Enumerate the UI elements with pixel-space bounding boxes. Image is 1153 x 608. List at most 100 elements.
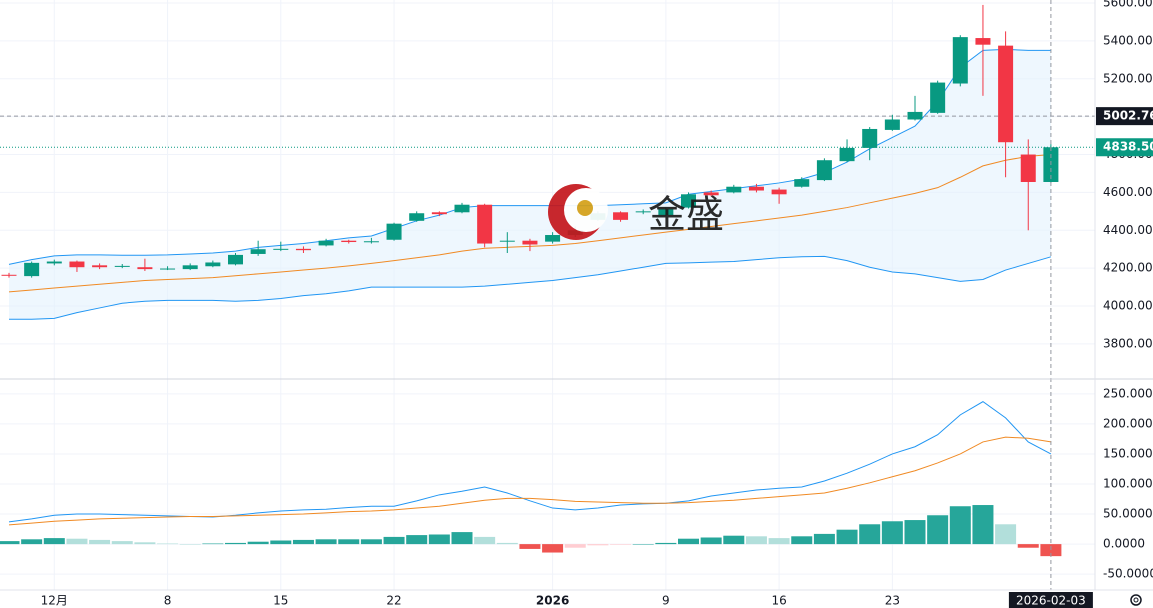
macd-histogram-bar bbox=[610, 544, 632, 545]
macd-histogram-bar bbox=[859, 524, 881, 545]
y-tick-label: 100.000 bbox=[1103, 477, 1153, 491]
macd-histogram-bar bbox=[179, 544, 201, 545]
candle-body bbox=[114, 265, 130, 267]
macd-histogram-bar bbox=[43, 538, 65, 545]
y-tick-label: 4600.00 bbox=[1103, 185, 1153, 199]
candle-body bbox=[228, 254, 243, 265]
candle-body bbox=[681, 194, 696, 208]
macd-histogram-bar bbox=[655, 542, 677, 545]
macd-histogram-bar bbox=[225, 542, 246, 545]
macd-histogram-bar bbox=[723, 535, 745, 545]
macd-histogram-bar bbox=[292, 539, 314, 545]
macd-histogram-bar bbox=[157, 543, 179, 545]
candle-body bbox=[839, 147, 855, 162]
macd-histogram-bar bbox=[406, 535, 428, 545]
x-crosshair-label-box bbox=[1008, 592, 1093, 608]
macd-histogram-bar bbox=[813, 533, 835, 545]
bollinger-upper bbox=[8, 48, 1051, 265]
candle-body bbox=[522, 240, 538, 245]
candle-body bbox=[998, 45, 1014, 143]
candle-body bbox=[975, 38, 991, 45]
plot bbox=[0, 0, 1095, 590]
candle-body bbox=[363, 241, 379, 243]
macd-histogram-bar bbox=[315, 539, 337, 545]
macd-histogram-bar bbox=[1017, 544, 1039, 548]
candle-body bbox=[930, 82, 946, 113]
candle-body bbox=[182, 265, 198, 270]
candle-body bbox=[205, 262, 221, 267]
candle-body bbox=[726, 186, 742, 193]
macd-histogram-bar bbox=[89, 539, 111, 545]
price-label-box bbox=[1096, 107, 1153, 126]
x-tick-label: 8 bbox=[164, 594, 172, 608]
x-tick-label: 22 bbox=[386, 594, 401, 608]
candle-body bbox=[635, 211, 651, 213]
y-tick-label: 5600.00 bbox=[1103, 0, 1153, 10]
candle-body bbox=[907, 111, 923, 120]
y-tick-label: 200.000 bbox=[1103, 416, 1153, 430]
candle-body bbox=[1020, 154, 1036, 182]
price-label: 4838.50 bbox=[1103, 140, 1153, 154]
x-tick-label: 23 bbox=[885, 594, 900, 608]
watermark: 金盛 bbox=[548, 184, 724, 240]
candle-body bbox=[862, 128, 878, 148]
macd-histogram-bar bbox=[428, 534, 450, 545]
macd-histogram-bar bbox=[66, 538, 88, 545]
candle-body bbox=[273, 248, 289, 250]
candle-body bbox=[137, 267, 153, 270]
candle-body bbox=[748, 186, 764, 191]
candle-body bbox=[24, 262, 40, 277]
macd-histogram-bar bbox=[451, 532, 473, 545]
macd-histogram-bar bbox=[564, 544, 586, 548]
bollinger-lower bbox=[9, 255, 1052, 320]
settings-icon[interactable] bbox=[1130, 594, 1142, 606]
y-tick-label: 250.000 bbox=[1103, 386, 1153, 400]
macd-histogram-bar bbox=[519, 544, 541, 549]
macd-histogram-bar bbox=[836, 529, 858, 545]
candle-body bbox=[952, 37, 968, 84]
macd-histogram-bar bbox=[496, 542, 518, 545]
macd-histogram-bar bbox=[745, 536, 767, 545]
x-tick-label: 16 bbox=[771, 594, 786, 608]
candle-body bbox=[816, 160, 832, 181]
logo-ball bbox=[577, 200, 593, 216]
candle-body bbox=[658, 209, 674, 216]
x-tick-label: 2026-02-03 bbox=[1016, 594, 1086, 608]
y-tick-label: 4400.00 bbox=[1103, 223, 1153, 237]
macd-histogram-bar bbox=[791, 536, 813, 545]
watermark-text: 金盛 bbox=[648, 193, 724, 237]
macd-histogram-bar bbox=[542, 544, 564, 553]
macd-histogram-bar bbox=[0, 541, 20, 545]
candle-body bbox=[545, 235, 561, 242]
macd-histogram-bar bbox=[247, 541, 269, 545]
macd-histogram-bar bbox=[881, 521, 903, 545]
macd-histogram-bar bbox=[768, 538, 790, 545]
candle-body bbox=[884, 119, 900, 130]
candle-body bbox=[431, 212, 447, 215]
candle-body bbox=[250, 249, 266, 254]
macd-histogram-bar bbox=[995, 524, 1017, 545]
x-tick-label: 9 bbox=[662, 594, 670, 608]
candle-body bbox=[613, 212, 629, 220]
y-tick-label: 0.0000 bbox=[1103, 537, 1145, 551]
candle-body bbox=[454, 204, 470, 213]
price-label: 5002.76 bbox=[1103, 109, 1153, 123]
y-tick-label: -50.0000 bbox=[1103, 567, 1153, 581]
y-tick-label: 5200.00 bbox=[1103, 71, 1153, 85]
candle-body bbox=[341, 240, 357, 243]
macd-histogram-bar bbox=[587, 544, 609, 546]
macd-histogram-bar bbox=[700, 537, 722, 545]
macd-histogram-bar bbox=[202, 543, 224, 545]
x-tick-label: 12月 bbox=[41, 594, 68, 608]
macd-histogram-bar bbox=[21, 539, 43, 545]
macd-histogram-bar bbox=[972, 505, 994, 545]
macd-histogram-bar bbox=[270, 540, 292, 545]
candle-body bbox=[409, 213, 425, 221]
macd-histogram-bar bbox=[678, 538, 699, 545]
candle-body bbox=[69, 261, 85, 268]
macd-histogram-bar bbox=[338, 539, 360, 545]
candle-body bbox=[92, 265, 108, 268]
candle-body bbox=[1, 274, 17, 276]
